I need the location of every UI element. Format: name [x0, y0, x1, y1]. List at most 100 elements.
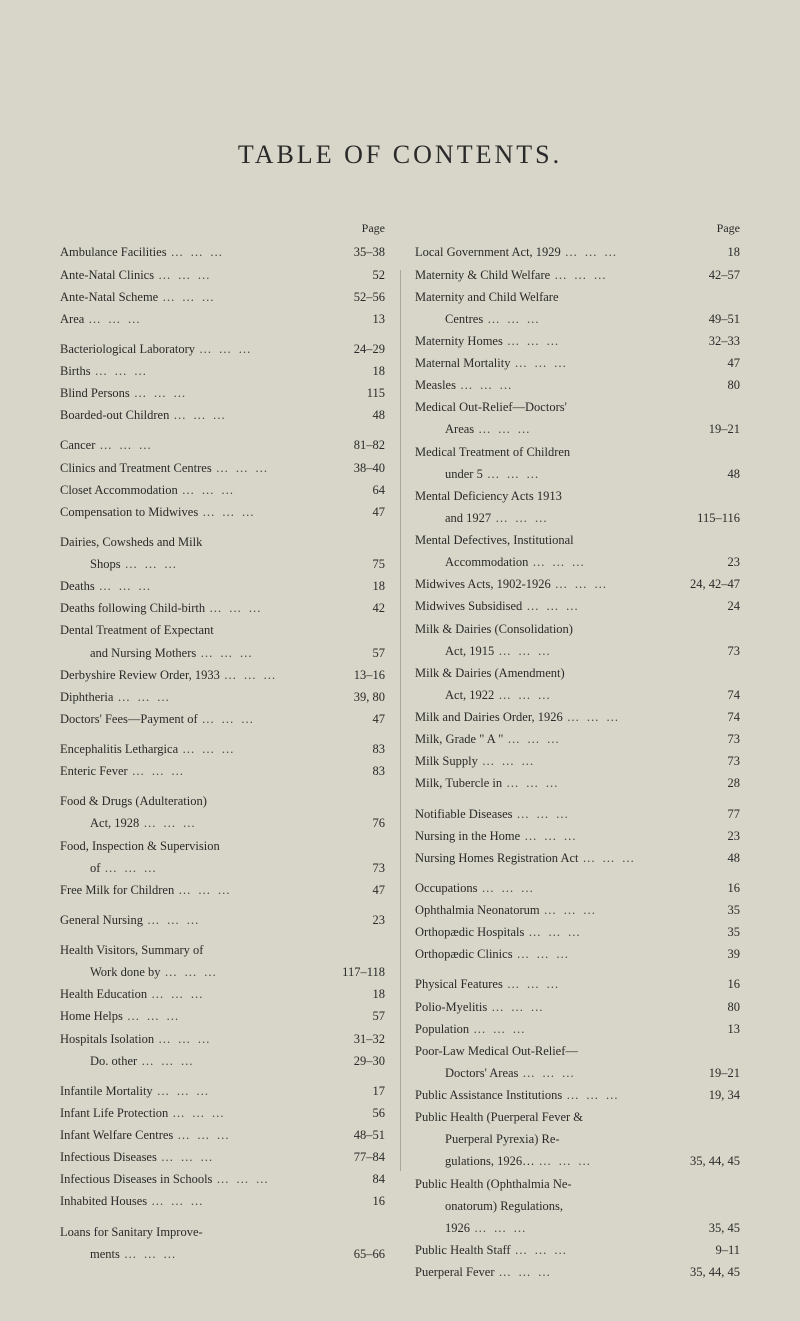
- entry-label: Bacteriological Laboratory: [60, 340, 195, 358]
- entry-page: 74: [728, 708, 741, 726]
- entry-dots: … … …: [212, 459, 354, 477]
- toc-entry: Poor-Law Medical Out-Relief—: [415, 1042, 740, 1060]
- entry-label: Ophthalmia Neonatorum: [415, 901, 540, 919]
- entry-label: Derbyshire Review Order, 1933: [60, 666, 220, 684]
- entry-page: 48: [728, 465, 741, 483]
- entry-page: 28: [728, 774, 741, 792]
- entry-gap: [60, 332, 385, 340]
- toc-entry: Maternity Homes… … …32–33: [415, 332, 740, 350]
- entry-dots: … … …: [157, 1148, 354, 1166]
- entry-dots: … … …: [154, 266, 372, 284]
- entry-page: 35, 44, 45: [690, 1263, 740, 1281]
- entry-label: Health Visitors, Summary of: [60, 941, 203, 959]
- entry-page: 16: [373, 1192, 386, 1210]
- toc-entry: Deaths following Child-birth… … …42: [60, 599, 385, 617]
- entry-dots: … … …: [147, 1192, 372, 1210]
- toc-entry: Maternity and Child Welfare: [415, 288, 740, 306]
- entry-label: Ambulance Facilities: [60, 243, 167, 261]
- toc-entry: and 1927… … …115–116: [415, 509, 740, 527]
- entry-label: Areas: [415, 420, 474, 438]
- entry-page: 57: [373, 1007, 386, 1025]
- entry-dots: … … …: [196, 644, 372, 662]
- entry-label: Orthopædic Clinics: [415, 945, 513, 963]
- entry-label: General Nursing: [60, 911, 143, 929]
- toc-entry: Clinics and Treatment Centres… … …38–40: [60, 459, 385, 477]
- entry-label: Medical Treatment of Children: [415, 443, 570, 461]
- entry-label: Do. other: [60, 1052, 137, 1070]
- entry-dots: … … …: [524, 923, 727, 941]
- entry-label: Work done by: [60, 963, 161, 981]
- entry-dots: … … …: [494, 1263, 690, 1281]
- entry-label: Maternal Mortality: [415, 354, 510, 372]
- entry-dots: … … …: [483, 310, 709, 328]
- entry-label: and Nursing Mothers: [60, 644, 196, 662]
- entry-page: 47: [373, 503, 386, 521]
- entry-page: 49–51: [709, 310, 740, 328]
- entry-page: 38–40: [354, 459, 385, 477]
- toc-entry: Ophthalmia Neonatorum… … …35: [415, 901, 740, 919]
- entry-label: Centres: [415, 310, 483, 328]
- entry-dots: … … …: [95, 577, 373, 595]
- toc-entry: Hospitals Isolation… … …31–32: [60, 1030, 385, 1048]
- entry-label: Notifiable Diseases: [415, 805, 513, 823]
- entry-page: 57: [373, 644, 386, 662]
- entry-page: 73: [728, 752, 741, 770]
- entry-page: 31–32: [354, 1030, 385, 1048]
- entry-dots: … … …: [535, 1152, 690, 1170]
- toc-entry: Public Health (Ophthalmia Ne-: [415, 1175, 740, 1193]
- page-header-right: Page: [415, 220, 740, 237]
- entry-dots: … … …: [518, 1064, 708, 1082]
- entry-label: Boarded-out Children: [60, 406, 169, 424]
- entry-dots: … … …: [511, 1241, 716, 1259]
- entry-label: Compensation to Midwives: [60, 503, 198, 521]
- entry-gap: [60, 1074, 385, 1082]
- entry-page: 74: [728, 686, 741, 704]
- entry-dots: … … …: [130, 384, 367, 402]
- toc-entry: Encephalitis Lethargica… … …83: [60, 740, 385, 758]
- entry-page: 47: [373, 710, 386, 728]
- entry-dots: … … …: [169, 406, 372, 424]
- toc-entry: Occupations… … …16: [415, 879, 740, 897]
- entry-page: 9–11: [715, 1241, 740, 1259]
- entry-page: 48: [373, 406, 386, 424]
- entry-label: Public Health Staff: [415, 1241, 511, 1259]
- toc-entry: Public Assistance Institutions… … …19, 3…: [415, 1086, 740, 1104]
- entry-label: Infant Welfare Centres: [60, 1126, 173, 1144]
- entry-label: Food, Inspection & Supervision: [60, 837, 220, 855]
- entry-gap: [60, 732, 385, 740]
- entry-page: 64: [373, 481, 386, 499]
- entry-page: 115–116: [697, 509, 740, 527]
- entry-dots: … … …: [139, 814, 372, 832]
- entry-label: Ante-Natal Clinics: [60, 266, 154, 284]
- entry-label: Inhabited Houses: [60, 1192, 147, 1210]
- entry-page: 23: [728, 553, 741, 571]
- entry-page: 16: [728, 879, 741, 897]
- toc-entry: Notifiable Diseases… … …77: [415, 805, 740, 823]
- entry-page: 18: [373, 577, 386, 595]
- toc-entry: Boarded-out Children… … …48: [60, 406, 385, 424]
- entry-dots: … … …: [205, 599, 372, 617]
- entry-dots: … … …: [550, 266, 709, 284]
- entry-page: 117–118: [342, 963, 385, 981]
- toc-entry: Medical Out-Relief—Doctors': [415, 398, 740, 416]
- toc-entry: Food, Inspection & Supervision: [60, 837, 385, 855]
- entry-dots: … … …: [198, 710, 373, 728]
- entry-gap: [415, 871, 740, 879]
- entry-page: 52–56: [354, 288, 385, 306]
- entry-label: Deaths following Child-birth: [60, 599, 205, 617]
- entry-page: 17: [373, 1082, 386, 1100]
- toc-entry: Inhabited Houses… … …16: [60, 1192, 385, 1210]
- toc-entry: Infectious Diseases in Schools… … …84: [60, 1170, 385, 1188]
- toc-entry: Doctors' Areas… … …19–21: [415, 1064, 740, 1082]
- entry-dots: … … …: [91, 362, 373, 380]
- toc-entry: Diphtheria… … …39, 80: [60, 688, 385, 706]
- toc-entry: Food & Drugs (Adulteration): [60, 792, 385, 810]
- toc-entry: Cancer… … …81–82: [60, 436, 385, 454]
- entry-dots: … … …: [494, 642, 727, 660]
- entry-page: 48–51: [354, 1126, 385, 1144]
- entry-page: 73: [728, 642, 741, 660]
- toc-entry: Maternity & Child Welfare… … …42–57: [415, 266, 740, 284]
- entry-page: 19, 34: [709, 1086, 740, 1104]
- toc-entry: Ante-Natal Scheme… … …52–56: [60, 288, 385, 306]
- entry-dots: … … …: [195, 340, 354, 358]
